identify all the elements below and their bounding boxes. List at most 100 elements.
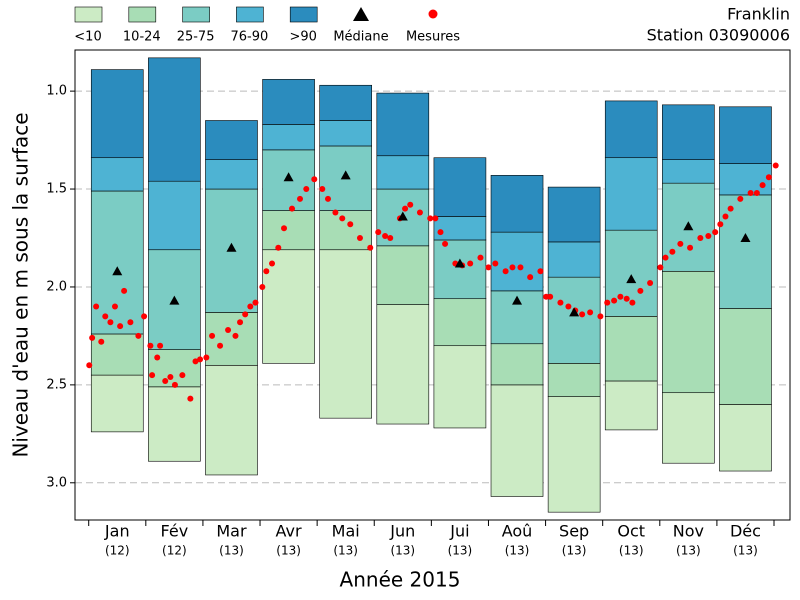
x-tick-label: Jui (449, 522, 469, 541)
measurement-point (237, 319, 244, 326)
percentile-box (604, 100, 658, 159)
percentile-box (604, 380, 658, 431)
measurement-point (263, 268, 270, 275)
measurement-point (747, 189, 754, 196)
x-axis-label: Année 2015 (340, 568, 461, 592)
percentile-box (90, 69, 144, 159)
percentile-box (433, 157, 487, 217)
measurement-point (217, 342, 224, 349)
legend-label: Médiane (333, 30, 388, 45)
measurement-point (275, 244, 282, 251)
y-tick-label: 1.5 (46, 182, 67, 197)
median-marker (226, 242, 237, 252)
median-marker (683, 221, 694, 231)
percentile-box (262, 79, 315, 125)
percentile-box (90, 374, 144, 433)
y-tick-label: 2.0 (46, 279, 67, 294)
percentile-box (433, 345, 487, 429)
percentile-box (547, 276, 601, 364)
measurement-point (203, 354, 210, 361)
measurement-point (427, 215, 434, 222)
measurement-point (102, 313, 109, 320)
median-marker (340, 170, 351, 180)
percentile-box (148, 349, 201, 388)
measurement-point (437, 229, 444, 236)
median-marker (626, 274, 637, 284)
percentile-box (604, 157, 658, 231)
measurement-point (669, 248, 676, 255)
percentile-box (662, 392, 715, 464)
measurement-point (509, 264, 516, 271)
measurement-point (247, 303, 254, 310)
legend-median-marker (353, 7, 369, 21)
percentile-box (490, 343, 544, 386)
percentile-box (262, 249, 315, 364)
legend-measurement-marker (428, 9, 438, 19)
percentile-box (719, 404, 772, 472)
x-tick-label: Jan (104, 522, 130, 541)
measurement-point (171, 381, 178, 388)
legend-label: Mesures (406, 30, 460, 45)
count-label: (12) (105, 544, 130, 558)
measurement-point (339, 215, 346, 222)
measurement-point (347, 221, 354, 228)
measurement-point (121, 287, 128, 294)
measurement-point (332, 209, 339, 216)
measurement-point (192, 358, 199, 365)
legend-swatch (182, 6, 210, 23)
measurement-point (765, 174, 772, 181)
median-marker (740, 233, 751, 242)
median-marker (112, 266, 123, 276)
measurement-point (697, 235, 704, 241)
measurement-point (324, 195, 331, 202)
measurement-point (187, 395, 194, 402)
measurement-point (623, 295, 630, 302)
measurement-point (772, 162, 779, 169)
measurement-point (547, 293, 554, 300)
x-tick-label: Fév (161, 522, 189, 541)
measurement-point (382, 233, 389, 240)
percentile-box (90, 190, 144, 335)
x-tick-label: Mar (216, 522, 247, 541)
count-label: (12) (162, 544, 187, 558)
median-marker (512, 295, 523, 305)
measurement-point (297, 195, 304, 202)
measurement-point (517, 264, 524, 271)
percentile-box (319, 120, 372, 147)
legend-label: 10-24 (123, 30, 161, 45)
median-marker (569, 307, 580, 317)
legend-label: 25-75 (177, 30, 215, 45)
percentile-box (490, 175, 544, 233)
count-label: (13) (448, 544, 473, 558)
percentile-box (662, 104, 715, 160)
measurement-point (677, 240, 684, 247)
percentile-box (376, 245, 430, 305)
median-marker (169, 295, 180, 305)
measurement-point (167, 374, 174, 381)
measurement-point (657, 264, 664, 271)
percentile-box (319, 84, 372, 121)
measurement-point (629, 299, 636, 306)
measurement-point (727, 205, 734, 212)
measurement-point (141, 313, 148, 320)
measurement-point (416, 209, 423, 216)
measurement-point (647, 280, 654, 287)
percentile-box (90, 157, 144, 192)
measurement-point (432, 215, 439, 222)
measurement-point (93, 303, 100, 310)
count-label: (13) (676, 544, 701, 558)
measurement-point (402, 205, 409, 212)
measurement-point (705, 233, 712, 240)
measurement-point (86, 362, 93, 369)
percentile-box (262, 124, 315, 151)
percentile-box (148, 180, 201, 251)
percentile-box (205, 312, 258, 366)
count-label: (13) (219, 544, 244, 558)
percentile-box (662, 270, 715, 394)
x-tick-label: Avr (276, 522, 302, 541)
percentile-box (547, 186, 601, 243)
y-axis-label: Niveau d'eau en m sous la surface (9, 112, 33, 457)
chart-subtitle: Station 03090006 (647, 26, 790, 45)
x-tick-label: Aoû (502, 522, 533, 541)
